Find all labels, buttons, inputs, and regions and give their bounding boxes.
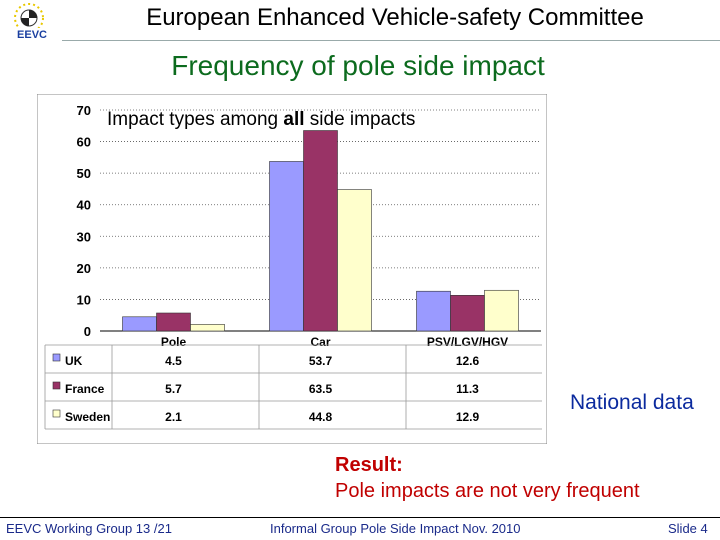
slide-title: Frequency of pole side impact — [0, 50, 720, 82]
footer-left: EEVC Working Group 13 /21 — [6, 521, 172, 536]
table-value: 5.7 — [165, 382, 182, 396]
y-tick-label: 60 — [77, 135, 91, 150]
table-value: 12.6 — [456, 354, 480, 368]
legend-label-uk: UK — [65, 354, 83, 368]
table-value: 63.5 — [309, 382, 333, 396]
logo-text: EEVC — [17, 29, 47, 40]
legend-swatch-sweden — [52, 409, 61, 418]
footer-slide-number: Slide 4 — [668, 521, 708, 536]
bar-chart: 0 10 20 30 40 50 60 70 Pole Car PSV/LGV/HGV UK 4.5… — [37, 94, 547, 444]
y-tick-label: 20 — [77, 261, 91, 276]
y-tick-label: 10 — [77, 292, 91, 307]
slide-title-text: Frequency of pole side impact — [171, 50, 545, 81]
x-category-label: Car — [310, 335, 330, 349]
table-value: 2.1 — [165, 410, 182, 424]
chart-title-bold: all — [283, 109, 304, 130]
table-value: 44.8 — [309, 410, 333, 424]
result-label: Result: — [335, 454, 403, 476]
y-tick-label: 50 — [77, 166, 91, 181]
y-tick-label: 0 — [84, 324, 91, 339]
bar-france-1 — [303, 130, 338, 332]
x-category-label: PSV/LGV/HGV — [427, 335, 508, 349]
bar-france-2 — [450, 295, 485, 332]
legend-label-france: France — [65, 382, 105, 396]
chart-title-prefix: Impact types among — [107, 109, 283, 130]
bar-uk-1 — [269, 161, 304, 332]
table-value: 53.7 — [309, 354, 333, 368]
legend-swatch-uk — [52, 353, 61, 362]
result-box: Result: Pole impacts are not very freque… — [335, 452, 640, 504]
table-value: 12.9 — [456, 410, 480, 424]
bar-sweden-0 — [190, 324, 225, 332]
y-tick-label: 30 — [77, 229, 91, 244]
table-value: 4.5 — [165, 354, 182, 368]
bar-uk-2 — [416, 290, 451, 332]
y-tick-label: 70 — [77, 103, 91, 118]
bar-sweden-2 — [484, 289, 519, 332]
footer-divider — [0, 517, 720, 518]
footer-center: Informal Group Pole Side Impact Nov. 201… — [270, 521, 521, 536]
chart-title-suffix: side impacts — [305, 109, 416, 130]
eevc-logo: EEVC — [2, 2, 60, 41]
bar-sweden-1 — [337, 189, 372, 332]
header-title: European Enhanced Vehicle-safety Committ… — [146, 4, 644, 31]
x-category-label: Pole — [161, 335, 187, 349]
table-value: 11.3 — [456, 382, 479, 396]
national-data-note: National data — [570, 391, 694, 414]
legend-label-sweden: Sweden — [65, 410, 110, 424]
result-text: Pole impacts are not very frequent — [335, 480, 640, 502]
header-divider — [62, 40, 720, 41]
bar-uk-0 — [122, 316, 157, 332]
y-tick-label: 40 — [77, 198, 91, 213]
chart-title: Impact types among all side impacts — [107, 109, 415, 130]
legend-swatch-france — [52, 381, 61, 390]
bar-france-0 — [156, 312, 191, 332]
